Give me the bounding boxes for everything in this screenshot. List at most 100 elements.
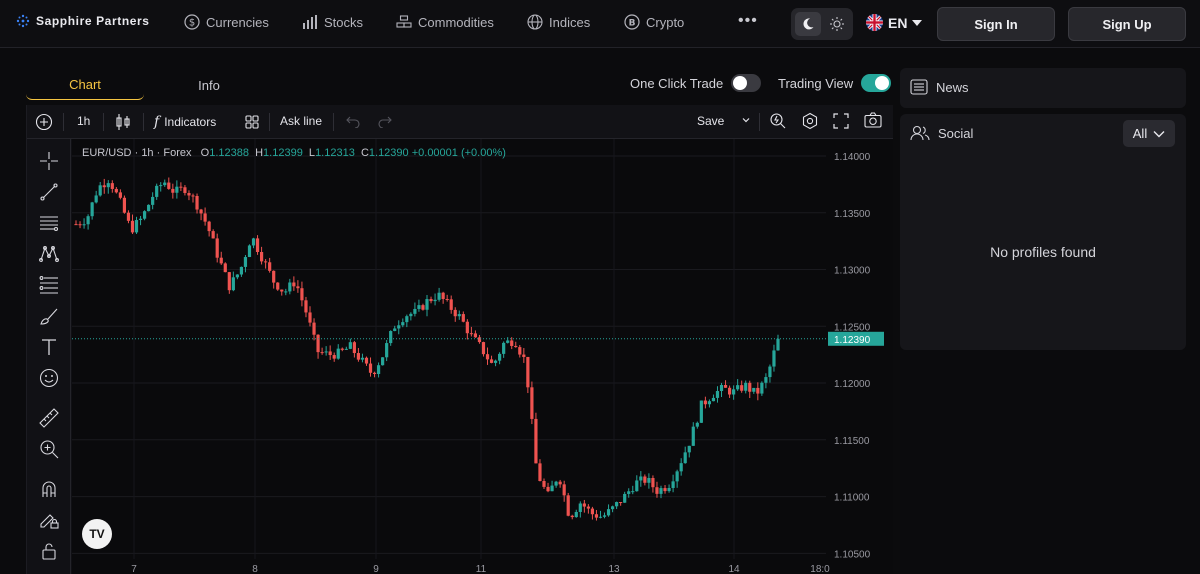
candle-body: [324, 351, 328, 353]
save-button[interactable]: Save: [697, 114, 724, 128]
candle-body: [155, 185, 159, 197]
candle-body: [760, 382, 764, 394]
trend-line-tool[interactable]: [39, 182, 59, 202]
tradingview-logo[interactable]: TV: [82, 519, 112, 549]
candle-body: [167, 182, 171, 189]
nav-indices[interactable]: Indices: [527, 14, 590, 30]
chart-type-button[interactable]: [115, 113, 131, 131]
lock-tool[interactable]: [39, 541, 59, 561]
brush-tool[interactable]: [39, 306, 59, 326]
candle-body: [502, 342, 506, 354]
search-lightning-icon: [770, 113, 786, 129]
candle-body: [94, 195, 98, 203]
trading-view-toggle[interactable]: Trading View: [778, 74, 892, 92]
save-menu-button[interactable]: [741, 115, 751, 125]
candle-body: [284, 291, 288, 293]
candle-body: [732, 389, 736, 395]
chart-widget: 1h f Indicators Ask line Save: [26, 105, 893, 574]
horizontal-lines-tool[interactable]: [39, 213, 59, 233]
candle-body: [381, 357, 385, 366]
pencil-lock-icon: [40, 514, 59, 529]
light-mode-button[interactable]: [825, 12, 849, 36]
settings-button[interactable]: [801, 112, 819, 130]
redo-button[interactable]: [377, 114, 393, 128]
last-price-badge: [828, 331, 884, 346]
candle-body: [78, 224, 82, 226]
tab-chart[interactable]: Chart: [26, 70, 144, 100]
candle-body: [623, 493, 627, 503]
nav-indices-label: Indices: [549, 14, 591, 30]
candle-body: [756, 387, 760, 394]
fullscreen-button[interactable]: [833, 113, 849, 129]
candle-body: [687, 445, 691, 453]
candle-body: [461, 314, 465, 322]
nav-stocks[interactable]: Stocks: [302, 14, 363, 30]
social-filter-label: All: [1132, 126, 1148, 141]
candle-body: [223, 263, 227, 273]
legend-change: +0.00001: [411, 147, 458, 159]
candle-body: [699, 400, 703, 423]
sign-in-button[interactable]: Sign In: [937, 7, 1055, 41]
zoom-in-icon: [40, 440, 59, 459]
x-tick-label: 18:0: [810, 564, 830, 574]
ask-line-button[interactable]: Ask line: [280, 114, 323, 128]
candlestick-chart[interactable]: 1.14000 1.13500 1.13000 1.12500 1.12000 1.115…: [72, 139, 893, 574]
language-selector[interactable]: EN: [866, 14, 923, 31]
lock-drawings-tool[interactable]: [39, 510, 59, 530]
candles-icon: [116, 114, 130, 130]
magnet-tool[interactable]: [39, 479, 59, 499]
svg-text:$: $: [189, 18, 195, 29]
text-tool[interactable]: [39, 337, 59, 357]
interval-selector[interactable]: 1h: [77, 114, 91, 128]
one-click-trade-switch[interactable]: [731, 74, 762, 92]
news-panel[interactable]: News: [900, 68, 1186, 108]
candle-body: [163, 182, 167, 186]
indicators-button[interactable]: f Indicators: [154, 114, 216, 130]
nav-currencies[interactable]: $ Currencies: [184, 14, 269, 30]
candle-body: [187, 192, 191, 196]
legend-market: Forex: [163, 147, 192, 159]
grid-icon: [245, 115, 259, 129]
emoji-tool[interactable]: [39, 368, 59, 388]
candle-body: [606, 509, 611, 516]
nav-commodities[interactable]: Commodities: [396, 14, 494, 30]
one-click-trade-toggle[interactable]: One Click Trade: [630, 74, 762, 92]
zoom-in-tool[interactable]: [39, 439, 59, 459]
candle-body: [510, 340, 514, 346]
news-title: News: [936, 79, 969, 95]
add-symbol-button[interactable]: [35, 113, 53, 131]
candle-body: [409, 313, 413, 317]
candle-body: [610, 506, 615, 510]
candle-body: [562, 484, 566, 496]
candle-body: [268, 262, 272, 271]
fib-tool[interactable]: [39, 275, 59, 295]
candle-body: [255, 238, 260, 253]
quick-search-button[interactable]: [769, 112, 787, 130]
brand-logo[interactable]: Sapphire Partners: [16, 14, 150, 28]
candle-body: [397, 325, 401, 329]
undo-button[interactable]: [345, 114, 361, 128]
more-menu-button[interactable]: •••: [738, 12, 758, 29]
tab-info[interactable]: Info: [198, 77, 220, 93]
chart-plot-area[interactable]: 1.14000 1.13500 1.13000 1.12500 1.12000 1.115…: [72, 139, 893, 574]
candle-body: [441, 292, 445, 299]
trading-view-switch[interactable]: [861, 74, 892, 92]
users-icon: [910, 125, 930, 141]
dark-mode-button[interactable]: [795, 12, 821, 36]
templates-button[interactable]: [245, 115, 259, 129]
candle-body: [715, 391, 720, 398]
pattern-tool[interactable]: [39, 244, 59, 264]
legend-interval: 1h: [141, 147, 154, 159]
snapshot-button[interactable]: [864, 112, 882, 128]
candle-body: [356, 353, 361, 360]
candle-body: [413, 308, 417, 314]
social-filter-dropdown[interactable]: All: [1123, 120, 1175, 147]
candle-body: [667, 487, 671, 492]
candle-body: [336, 348, 340, 359]
ruler-tool[interactable]: [39, 408, 59, 428]
theme-toggle[interactable]: [791, 8, 853, 40]
nav-crypto[interactable]: B Crypto: [624, 14, 684, 30]
crosshair-tool[interactable]: [39, 151, 59, 171]
candle-body: [449, 299, 453, 310]
sign-up-button[interactable]: Sign Up: [1068, 7, 1186, 41]
